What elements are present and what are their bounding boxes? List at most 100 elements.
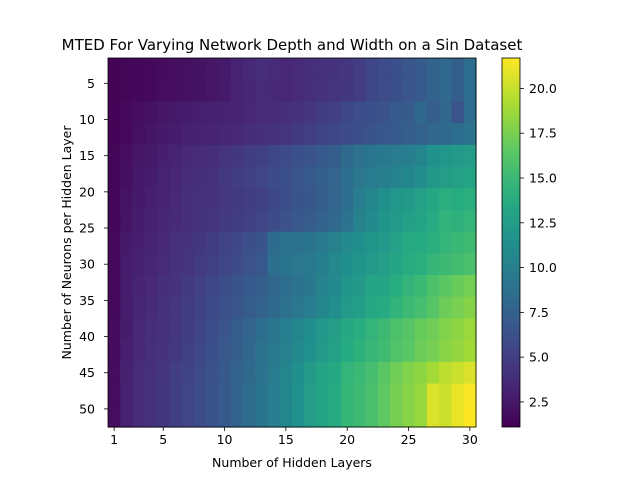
heatmap-cell xyxy=(341,101,354,124)
heatmap-cell xyxy=(169,123,183,146)
heatmap-cell xyxy=(132,188,146,211)
heatmap-cell xyxy=(169,188,183,211)
heatmap-cell xyxy=(316,166,330,189)
heatmap-cell xyxy=(365,340,379,363)
heatmap-cell xyxy=(206,405,219,428)
y-tick-label: 10 xyxy=(79,112,95,127)
heatmap-cell xyxy=(304,123,318,146)
heatmap-cell xyxy=(218,188,232,211)
heatmap-cell xyxy=(169,231,183,254)
heatmap-cell xyxy=(242,405,256,428)
heatmap-cell xyxy=(390,383,403,406)
heatmap-cell xyxy=(426,275,440,298)
heatmap-cell xyxy=(426,209,440,233)
heatmap-cell xyxy=(341,231,354,254)
heatmap-cell xyxy=(451,166,465,189)
heatmap-cell xyxy=(328,166,342,189)
heatmap-cell xyxy=(365,231,379,254)
colorbar-tick-label: 17.5 xyxy=(529,126,557,141)
heatmap-cell xyxy=(365,253,379,276)
heatmap-cell xyxy=(242,318,256,341)
heatmap-cell xyxy=(426,340,440,363)
heatmap-cell xyxy=(242,253,256,276)
heatmap-cell xyxy=(206,253,219,276)
heatmap-cell xyxy=(451,144,465,168)
heatmap-cell xyxy=(439,275,453,298)
heatmap-cell xyxy=(304,275,318,298)
heatmap-cell xyxy=(316,144,330,168)
heatmap-cell xyxy=(206,58,219,81)
heatmap-cell xyxy=(132,253,146,276)
heatmap-cell xyxy=(193,318,207,341)
heatmap-cell xyxy=(206,340,219,363)
heatmap-cell xyxy=(169,79,183,103)
heatmap-cell xyxy=(341,340,354,363)
heatmap-cell xyxy=(316,405,330,428)
heatmap-cell xyxy=(230,231,244,254)
heatmap-cell xyxy=(463,296,477,320)
heatmap-cell xyxy=(181,405,195,428)
heatmap-cell xyxy=(144,144,158,168)
heatmap-cell xyxy=(439,101,453,124)
heatmap-cell xyxy=(108,166,121,189)
heatmap-cell xyxy=(414,383,428,406)
heatmap-cell xyxy=(316,79,330,103)
heatmap-cell xyxy=(120,209,134,233)
heatmap-cell xyxy=(402,144,416,168)
heatmap-cell xyxy=(292,383,305,406)
heatmap-cell xyxy=(255,166,269,189)
heatmap-cell xyxy=(439,383,453,406)
heatmap-cell xyxy=(353,231,367,254)
heatmap-cell xyxy=(108,361,121,385)
heatmap-cell xyxy=(365,79,379,103)
heatmap-cell xyxy=(414,361,428,385)
heatmap-cell xyxy=(328,253,342,276)
heatmap-cell xyxy=(414,405,428,428)
heatmap-cell xyxy=(230,123,244,146)
heatmap-cell xyxy=(292,231,305,254)
heatmap-cell xyxy=(132,58,146,81)
colorbar-tick-label: 10.0 xyxy=(529,260,557,275)
heatmap-cell xyxy=(132,296,146,320)
heatmap-cell xyxy=(144,79,158,103)
heatmap-cell xyxy=(157,123,170,146)
heatmap-cell xyxy=(193,209,207,233)
heatmap-cell xyxy=(206,275,219,298)
heatmap-cell xyxy=(402,188,416,211)
heatmap-cell xyxy=(120,123,134,146)
heatmap-cell xyxy=(108,405,121,428)
heatmap-cell xyxy=(218,340,232,363)
x-tick-label: 5 xyxy=(159,432,167,447)
heatmap-cell xyxy=(414,79,428,103)
heatmap-cell xyxy=(181,58,195,81)
heatmap-cell xyxy=(230,58,244,81)
heatmap-cell xyxy=(255,253,269,276)
heatmap-cell xyxy=(463,340,477,363)
heatmap-cell xyxy=(414,253,428,276)
heatmap-cell xyxy=(365,318,379,341)
heatmap-cell xyxy=(353,188,367,211)
heatmap-cell xyxy=(341,58,354,81)
heatmap-cell xyxy=(292,296,305,320)
heatmap-cell xyxy=(267,340,281,363)
y-axis-label: Number of Neurons per Hidden Layer xyxy=(59,125,74,360)
heatmap-cell xyxy=(267,101,281,124)
plot-frame xyxy=(107,57,477,428)
heatmap-cell xyxy=(304,58,318,81)
heatmap-cell xyxy=(451,383,465,406)
heatmap-cell xyxy=(230,253,244,276)
heatmap-cell xyxy=(279,296,293,320)
heatmap-cell xyxy=(316,296,330,320)
heatmap-cell xyxy=(414,166,428,189)
heatmap-cell xyxy=(328,144,342,168)
x-tick-label: 10 xyxy=(217,432,233,447)
heatmap-cell xyxy=(193,144,207,168)
heatmap-cell xyxy=(365,361,379,385)
heatmap-cell xyxy=(341,166,354,189)
heatmap-cell xyxy=(242,231,256,254)
heatmap-cell xyxy=(390,296,403,320)
heatmap-cell xyxy=(463,253,477,276)
heatmap-cell xyxy=(328,123,342,146)
heatmap-cell xyxy=(108,79,121,103)
y-tick-label: 50 xyxy=(79,401,95,416)
